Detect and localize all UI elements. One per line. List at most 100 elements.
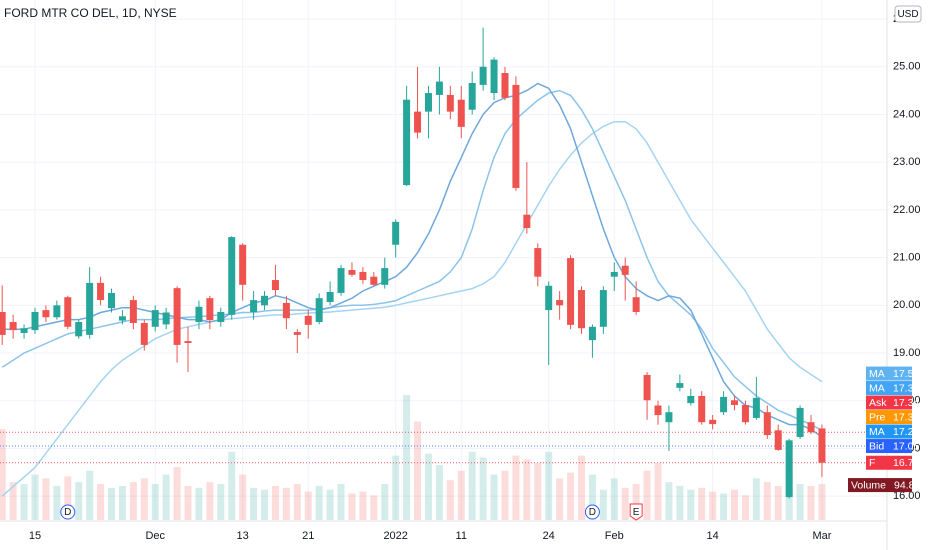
volume-bar xyxy=(20,484,28,520)
price-tag-box xyxy=(866,395,912,410)
volume-bar xyxy=(698,487,706,520)
volume-bar xyxy=(53,485,61,520)
candle-body xyxy=(184,341,192,344)
candle-body xyxy=(545,285,553,311)
price-tag-box xyxy=(866,439,912,454)
volume-bar xyxy=(206,482,214,520)
volume-bar xyxy=(108,487,115,520)
candle-body xyxy=(42,310,50,318)
price-tag-value: 17.05 xyxy=(893,440,919,452)
candles xyxy=(0,27,826,499)
candle-body xyxy=(381,268,389,285)
volume-bar xyxy=(271,485,279,520)
volume-bar xyxy=(599,489,607,520)
candle-body xyxy=(501,72,509,98)
candle-body xyxy=(282,302,290,319)
currency-box[interactable] xyxy=(894,5,922,23)
volume-bar xyxy=(763,482,771,520)
volume-bar xyxy=(632,484,640,520)
price-tag-name: F xyxy=(869,457,875,469)
price-tag-name: Ask xyxy=(869,397,887,409)
volume-bar xyxy=(512,455,520,520)
volume-tag-box xyxy=(848,478,912,493)
candle-body xyxy=(173,288,181,345)
candle-body xyxy=(293,332,301,335)
volume-bar xyxy=(97,484,105,520)
y-tick-label: 24.00 xyxy=(893,108,921,120)
candle-body xyxy=(140,322,148,345)
x-tick-label: 13 xyxy=(237,530,249,542)
candle-body xyxy=(206,298,214,321)
volume-bar xyxy=(665,482,673,520)
volume-bar xyxy=(31,474,39,520)
candle-body xyxy=(250,300,258,312)
candle-body xyxy=(534,248,542,277)
candle-body xyxy=(479,66,487,85)
candle-body xyxy=(86,282,94,335)
volume-bar xyxy=(479,457,487,520)
volume-bar xyxy=(359,491,367,520)
volume-bar xyxy=(687,489,695,520)
candle-body xyxy=(20,328,28,333)
x-tick-label: 21 xyxy=(302,530,314,542)
volume-bar xyxy=(610,478,618,520)
y-tick-label: 16.00 xyxy=(893,490,921,502)
candle-body xyxy=(818,428,826,463)
price-tag: MA 17.24 xyxy=(866,424,919,439)
x-tick-label: 14 xyxy=(707,530,719,542)
candle-body xyxy=(53,305,61,318)
event-marker[interactable] xyxy=(60,504,76,520)
volume-bar xyxy=(337,484,345,520)
volume-bar xyxy=(42,478,50,520)
volume-bar xyxy=(446,480,454,520)
volume-bar xyxy=(162,474,170,520)
event-marker[interactable] xyxy=(584,504,600,520)
moving-average xyxy=(1,89,823,431)
candle-body xyxy=(665,412,673,423)
volume-bar xyxy=(228,451,236,520)
price-tag-value: 17.31 xyxy=(893,411,919,423)
candle-body xyxy=(97,282,105,301)
volume-bar xyxy=(195,487,203,520)
candle-body xyxy=(523,214,531,229)
volume-bar xyxy=(501,470,509,520)
price-tag-name: Pre xyxy=(869,411,886,423)
volume-bar xyxy=(807,485,815,520)
volume-bar xyxy=(534,463,542,520)
y-tick-label: 25.00 xyxy=(893,61,921,73)
candle-body xyxy=(129,300,137,323)
x-tick-label: 24 xyxy=(543,530,555,542)
price-tag-value: 17.38 xyxy=(893,382,919,394)
volume-bar xyxy=(654,463,662,520)
volume-bar xyxy=(282,487,290,520)
price-tag: Ask 17.34 xyxy=(866,395,919,410)
candle-body xyxy=(796,407,804,437)
volume-bar xyxy=(392,455,400,520)
event-marker[interactable] xyxy=(629,503,643,521)
price-tag-value: 17.24 xyxy=(893,426,919,438)
candle-body xyxy=(9,322,17,331)
volume-bar xyxy=(818,484,826,520)
candle-body xyxy=(359,271,367,281)
volume-tag-name: Volume xyxy=(851,479,886,491)
volume-bar xyxy=(588,474,596,520)
candle-body xyxy=(108,292,115,309)
volume-bar xyxy=(676,485,684,520)
volume-bar xyxy=(64,476,72,520)
volume-bar xyxy=(140,478,148,520)
volume-bar xyxy=(414,421,422,520)
overlay-lines xyxy=(0,82,887,497)
candle-body xyxy=(457,99,465,127)
volume-bar xyxy=(9,482,17,520)
volume-bar xyxy=(173,466,181,520)
volume-tag-value: 94.82M xyxy=(894,479,929,491)
candle-body xyxy=(118,316,126,321)
volume-bar xyxy=(315,485,323,520)
candle-body xyxy=(556,300,564,306)
x-tick-label: 11 xyxy=(456,530,467,542)
candle-body xyxy=(654,405,662,416)
candle-body xyxy=(315,298,323,323)
